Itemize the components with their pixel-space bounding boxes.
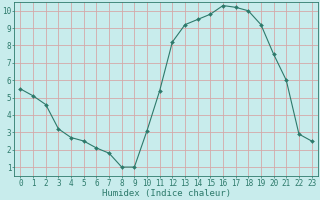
X-axis label: Humidex (Indice chaleur): Humidex (Indice chaleur) xyxy=(101,189,230,198)
